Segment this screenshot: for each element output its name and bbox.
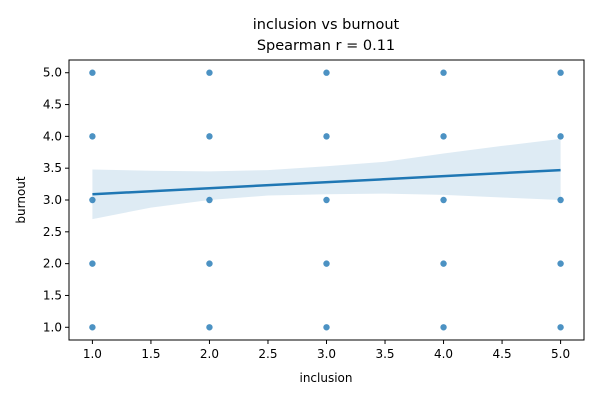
data-point [206,260,213,267]
y-tick-label: 2.5 [43,225,62,239]
data-point [440,69,447,76]
y-axis-label: burnout [14,176,28,223]
data-point [557,69,564,76]
regression-line-layer [92,168,561,196]
x-tick-label: 1.5 [141,347,160,361]
y-tick-label: 3.0 [43,193,62,207]
data-point [206,133,213,140]
data-point [557,324,564,331]
x-tick-label: 3.5 [375,347,394,361]
data-point [440,324,447,331]
confidence-band-layer [92,138,561,220]
x-tick-label: 3.0 [317,347,336,361]
x-tick-label: 2.5 [258,347,277,361]
data-point [89,69,96,76]
data-point [323,260,330,267]
x-axis-label: inclusion [299,371,352,385]
data-point [440,196,447,204]
x-ticks: 1.0 1.5 2.0 2.5 3.0 3.5 4.0 4.5 5.0 [83,340,570,361]
data-point [89,196,96,204]
y-ticks: 1.0 1.5 2.0 2.5 3.0 3.5 4.0 4.5 5.0 [43,66,69,334]
data-point [440,133,447,140]
y-tick-label: 3.5 [43,161,62,175]
plot-frame [68,59,585,341]
data-point [323,324,330,331]
x-tick-label: 5.0 [551,347,570,361]
y-tick-label: 2.0 [43,257,62,271]
chart-title: inclusion vs burnout [253,17,400,33]
x-tick-label: 4.0 [434,347,453,361]
x-tick-label: 1.0 [83,347,102,361]
data-point [440,260,447,267]
data-point [323,196,330,204]
x-tick-label: 2.0 [200,347,219,361]
data-point [206,196,213,204]
data-point [89,260,96,267]
data-point [323,133,330,140]
y-tick-label: 4.0 [43,129,62,143]
data-point [557,196,564,204]
x-tick-label: 4.5 [493,347,512,361]
y-tick-label: 4.5 [43,98,62,112]
data-point [206,69,213,76]
data-point [89,324,96,331]
y-tick-label: 1.5 [43,288,62,302]
y-tick-label: 1.0 [43,320,62,334]
y-tick-label: 5.0 [43,66,62,80]
chart-subtitle: Spearman r = 0.11 [257,38,395,54]
data-point [89,133,96,140]
data-point [557,133,564,140]
data-point [323,69,330,76]
data-point [557,260,564,267]
confidence-band [92,138,561,220]
data-point [206,324,213,331]
points-layer [89,69,564,331]
regression-line [92,168,561,196]
